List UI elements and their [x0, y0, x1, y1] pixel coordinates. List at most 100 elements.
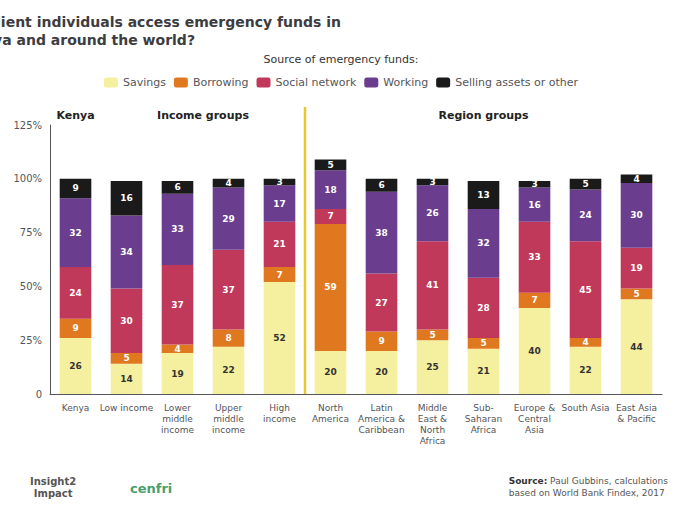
svg-text:44: 44	[630, 342, 643, 352]
svg-text:Asia: Asia	[525, 425, 544, 435]
svg-text:22: 22	[222, 365, 235, 375]
svg-text:30: 30	[120, 316, 133, 326]
svg-text:19: 19	[171, 369, 184, 379]
svg-text:5: 5	[327, 160, 333, 170]
svg-text:Latin: Latin	[370, 403, 392, 413]
svg-text:3: 3	[429, 177, 435, 187]
svg-text:50%: 50%	[20, 281, 42, 292]
svg-text:30: 30	[630, 210, 643, 220]
svg-text:0: 0	[36, 389, 42, 400]
svg-text:29: 29	[222, 214, 235, 224]
svg-text:middle: middle	[162, 414, 193, 424]
svg-text:59: 59	[324, 282, 337, 292]
svg-text:100%: 100%	[13, 173, 42, 184]
svg-text:middle: middle	[213, 414, 244, 424]
svg-text:28: 28	[477, 303, 490, 313]
svg-text:4: 4	[582, 337, 588, 347]
svg-text:37: 37	[171, 300, 184, 310]
svg-text:9: 9	[378, 336, 384, 346]
svg-text:21: 21	[477, 366, 490, 376]
svg-text:22: 22	[579, 365, 592, 375]
svg-text:20: 20	[324, 367, 337, 377]
svg-text:5: 5	[633, 289, 639, 299]
svg-text:7: 7	[327, 211, 333, 221]
svg-text:Region groups: Region groups	[439, 109, 529, 122]
svg-text:Africa: Africa	[471, 425, 497, 435]
svg-text:Lower: Lower	[164, 403, 191, 413]
svg-text:North: North	[318, 403, 343, 413]
svg-text:income: income	[212, 425, 245, 435]
svg-text:38: 38	[375, 228, 388, 238]
svg-text:33: 33	[171, 224, 184, 234]
svg-text:16: 16	[528, 200, 541, 210]
svg-text:26: 26	[426, 208, 439, 218]
svg-text:Working: Working	[383, 76, 428, 89]
svg-text:Saharan: Saharan	[465, 414, 502, 424]
svg-text:125%: 125%	[13, 120, 42, 131]
svg-text:21: 21	[273, 239, 286, 249]
svg-text:25%: 25%	[20, 335, 42, 346]
svg-text:Africa: Africa	[420, 436, 446, 446]
svg-text:North: North	[420, 425, 445, 435]
svg-text:Upper: Upper	[215, 403, 243, 413]
svg-text:Borrowing: Borrowing	[193, 76, 249, 89]
svg-text:South Asia: South Asia	[562, 403, 610, 413]
svg-text:40: 40	[528, 346, 541, 356]
svg-text:5: 5	[123, 353, 129, 363]
svg-text:24: 24	[579, 210, 592, 220]
svg-text:4: 4	[225, 178, 231, 188]
svg-text:32: 32	[69, 228, 82, 238]
svg-text:Impact: Impact	[34, 488, 73, 499]
svg-text:24: 24	[69, 288, 82, 298]
svg-text:13: 13	[477, 190, 490, 200]
svg-text:20: 20	[375, 367, 388, 377]
svg-text:How do financially resilient i: How do financially resilient individuals…	[0, 14, 341, 30]
svg-text:Insight2: Insight2	[30, 476, 76, 487]
svg-text:Source of emergency funds:: Source of emergency funds:	[264, 53, 419, 66]
svg-text:Central: Central	[518, 414, 551, 424]
svg-text:14: 14	[120, 374, 133, 384]
svg-text:9: 9	[72, 183, 78, 193]
svg-text:45: 45	[579, 285, 592, 295]
svg-text:6: 6	[378, 180, 384, 190]
svg-text:Sub-: Sub-	[473, 403, 493, 413]
svg-text:Savings: Savings	[123, 76, 166, 89]
svg-text:Paul Gubbins, calculations: Paul Gubbins, calculations	[547, 476, 668, 486]
svg-text:37: 37	[222, 285, 235, 295]
svg-text:East &: East &	[418, 414, 447, 424]
svg-text:based on World Bank Findex, 20: based on World Bank Findex, 2017	[509, 488, 665, 498]
svg-text:41: 41	[426, 280, 439, 290]
svg-text:Low income: Low income	[100, 403, 154, 413]
svg-text:5: 5	[480, 338, 486, 348]
svg-text:Selling assets or other: Selling assets or other	[455, 76, 578, 89]
svg-text:7: 7	[531, 295, 537, 305]
svg-text:3: 3	[531, 179, 537, 189]
svg-text:19: 19	[630, 263, 643, 273]
svg-text:income: income	[263, 414, 296, 424]
svg-text:6: 6	[174, 182, 180, 192]
svg-text:16: 16	[120, 193, 133, 203]
svg-text:32: 32	[477, 238, 490, 248]
svg-text:Social network: Social network	[276, 76, 357, 89]
svg-text:High: High	[269, 403, 290, 413]
svg-text:52: 52	[273, 333, 286, 343]
svg-text:East Asia: East Asia	[616, 403, 657, 413]
svg-text:4: 4	[174, 344, 180, 354]
svg-text:Middle: Middle	[418, 403, 448, 413]
svg-text:8: 8	[225, 333, 231, 343]
svg-text:America &: America &	[358, 414, 405, 424]
svg-text:25: 25	[426, 362, 439, 372]
svg-text:income: income	[161, 425, 194, 435]
svg-text:4: 4	[633, 174, 639, 184]
svg-text:Kenya: Kenya	[62, 403, 90, 413]
svg-text:cenfri: cenfri	[130, 481, 172, 496]
svg-text:7: 7	[276, 270, 282, 280]
svg-text:America: America	[312, 414, 349, 424]
svg-text:& Pacific: & Pacific	[617, 414, 656, 424]
svg-text:75%: 75%	[20, 227, 42, 238]
svg-text:5: 5	[429, 330, 435, 340]
svg-text:17: 17	[273, 199, 286, 209]
svg-text:34: 34	[120, 247, 133, 257]
svg-text:33: 33	[528, 252, 541, 262]
svg-text:Income groups: Income groups	[157, 109, 249, 122]
